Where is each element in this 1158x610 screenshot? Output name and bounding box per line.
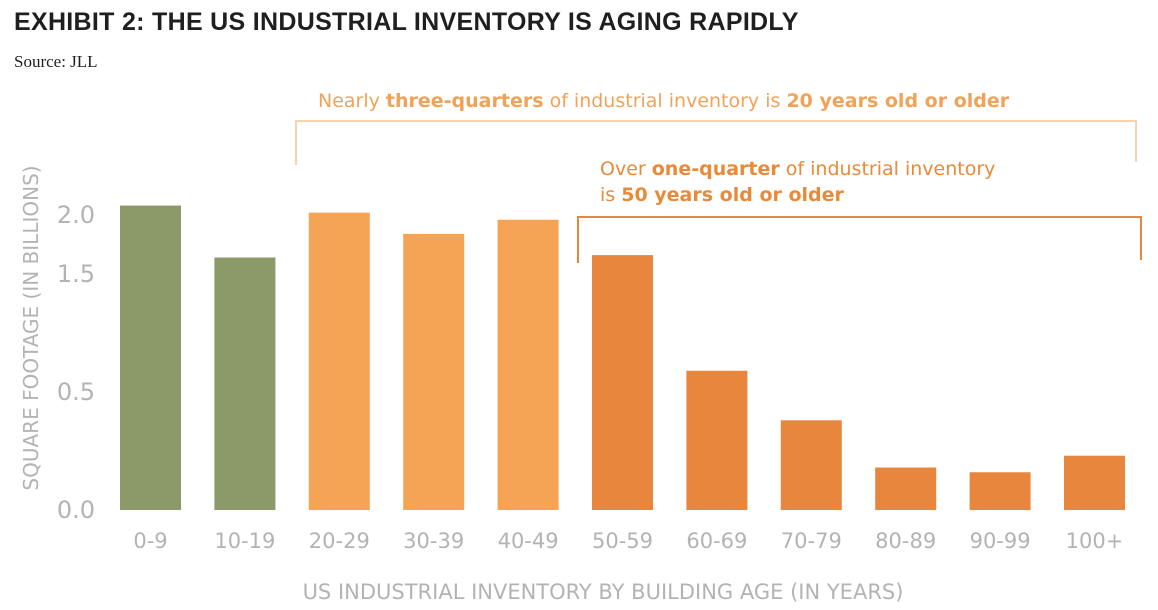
bracket-50-plus: [577, 216, 1142, 263]
x-tick-label: 60-69: [686, 529, 747, 553]
bar-50-59: [592, 255, 653, 510]
bar-90-99: [969, 472, 1031, 510]
bar-60-69: [686, 370, 748, 510]
annotation-bold: 50 years old or older: [621, 184, 844, 206]
x-tick-label: 70-79: [781, 529, 842, 553]
x-tick-label: 100+: [1066, 529, 1124, 553]
bar-80-89: [875, 467, 937, 510]
annotation-one-quarter: Over one-quarter of industrial inventory…: [600, 156, 995, 208]
bar-100+: [1064, 455, 1125, 510]
bracket-20-plus: [295, 120, 1137, 165]
x-tick-label: 30-39: [403, 529, 464, 553]
bar-40-49: [497, 219, 559, 510]
bar-30-39: [403, 233, 465, 510]
x-tick-label: 80-89: [875, 529, 936, 553]
annotation-text: of industrial inventory is: [543, 90, 787, 112]
annotation-three-quarters: Nearly three-quarters of industrial inve…: [318, 88, 1009, 114]
annotation-text: is: [600, 184, 622, 206]
x-tick-label: 50-59: [592, 529, 653, 553]
y-tick-label: 0.0: [57, 496, 95, 524]
x-tick-label: 10-19: [214, 529, 275, 553]
bar-0-9: [120, 205, 181, 510]
annotation-bold: one-quarter: [651, 158, 780, 180]
annotation-text: Nearly: [318, 90, 386, 112]
annotation-text: of industrial inventory: [779, 158, 996, 180]
x-tick-label: 90-99: [970, 529, 1031, 553]
annotation-bold: 20 years old or older: [786, 90, 1010, 112]
x-tick-label: 0-9: [133, 529, 167, 553]
chart-title: EXHIBIT 2: THE US INDUSTRIAL INVENTORY I…: [14, 8, 799, 36]
x-axis-label: US INDUSTRIAL INVENTORY BY BUILDING AGE …: [303, 580, 904, 604]
source-note: Source: JLL: [14, 52, 98, 71]
y-tick-label: 2.0: [57, 201, 95, 229]
x-tick-label: 40-49: [498, 529, 559, 553]
y-axis-label: SQUARE FOOTAGE (IN BILLIONS): [19, 165, 43, 490]
annotation-bold: three-quarters: [385, 90, 544, 112]
y-tick-label: 1.5: [57, 260, 95, 288]
y-tick-label: 0.5: [57, 378, 95, 406]
x-tick-label: 20-29: [309, 529, 370, 553]
annotation-text: Over: [600, 158, 652, 180]
bar-70-79: [780, 420, 842, 510]
bar-20-29: [308, 212, 370, 510]
bar-10-19: [214, 257, 276, 510]
